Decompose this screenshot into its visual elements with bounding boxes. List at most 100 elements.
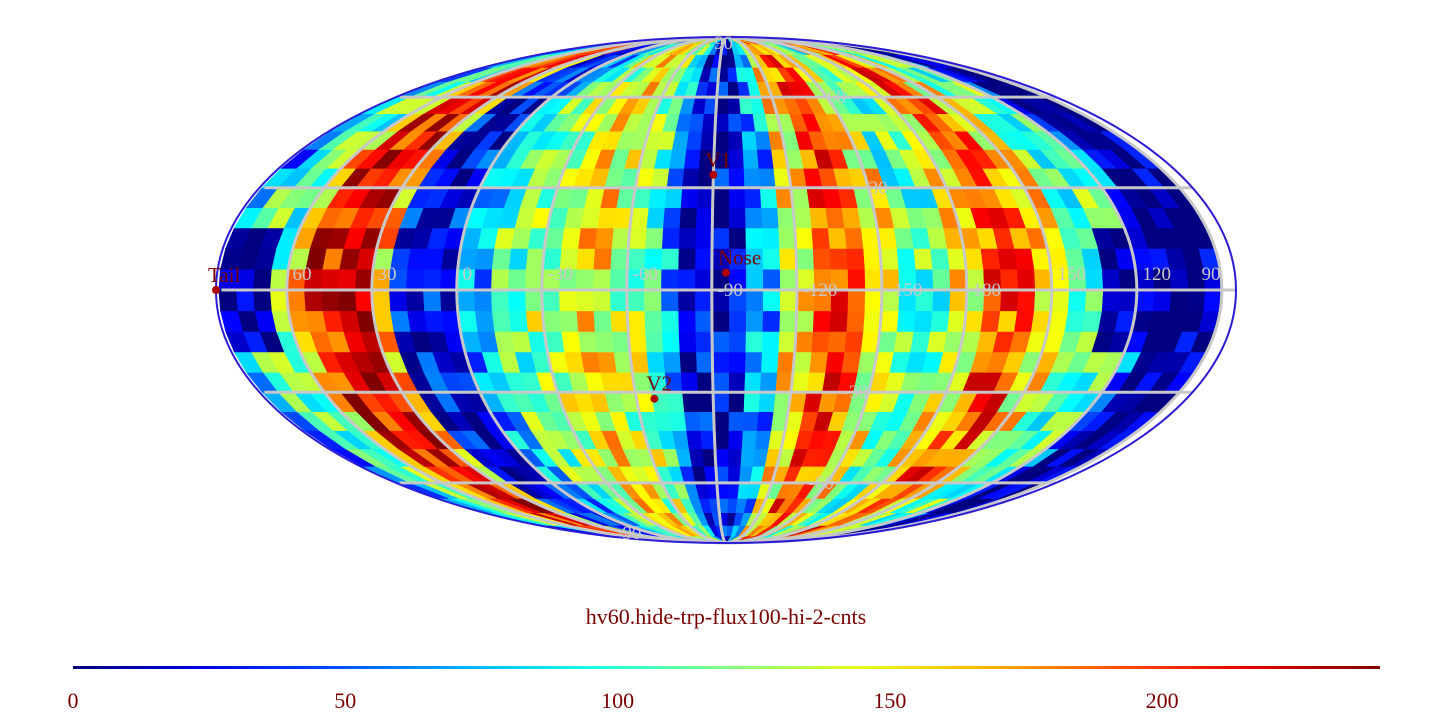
flux-cell xyxy=(439,289,459,312)
flux-cell xyxy=(829,248,848,270)
flux-cell xyxy=(575,310,595,332)
flux-cell xyxy=(524,289,543,312)
flux-cell xyxy=(643,310,663,332)
longitude-label: 180 xyxy=(973,280,1002,301)
flux-cell xyxy=(680,371,698,393)
flux-cell xyxy=(711,351,730,373)
flux-cell xyxy=(745,268,764,291)
flux-cell xyxy=(727,448,742,467)
colorbar-tick-label: 0 xyxy=(67,688,79,713)
flux-cell xyxy=(739,113,756,132)
flux-cell xyxy=(694,268,713,291)
flux-cell xyxy=(662,207,681,229)
flux-cell xyxy=(738,465,753,484)
flux-cell xyxy=(761,331,780,353)
flux-cell xyxy=(456,289,476,312)
flux-cell xyxy=(713,411,729,431)
flux-cell xyxy=(683,411,701,431)
flux-cell xyxy=(728,351,746,373)
flux-cell xyxy=(694,227,713,249)
flux-cell xyxy=(795,310,814,332)
flux-cell xyxy=(948,268,968,291)
flux-cell xyxy=(759,187,778,208)
flux-cell xyxy=(777,331,797,353)
flux-cell xyxy=(661,227,680,249)
flux-cell xyxy=(812,248,831,270)
flux-cell xyxy=(727,482,740,499)
flux-cell xyxy=(711,207,730,229)
flux-cell xyxy=(405,289,425,312)
flux-cell xyxy=(824,351,845,373)
flux-cell xyxy=(896,248,916,270)
flux-cell xyxy=(726,498,738,514)
flux-cell xyxy=(712,371,730,393)
flux-cell xyxy=(728,371,746,393)
flux-cell xyxy=(777,227,797,249)
flux-cell xyxy=(491,248,512,270)
flux-cell xyxy=(575,268,594,291)
flux-cell xyxy=(805,371,826,393)
flux-cell xyxy=(726,67,738,82)
flux-cell xyxy=(252,289,272,312)
flux-cell xyxy=(754,130,772,150)
flux-cell xyxy=(762,268,781,291)
latitude-label: 60 xyxy=(827,87,846,108)
flux-cell xyxy=(473,268,492,291)
longitude-label: -30 xyxy=(548,264,573,285)
flux-cell xyxy=(808,207,828,229)
flux-cell xyxy=(577,227,598,249)
flux-cell xyxy=(745,289,764,312)
flux-cell xyxy=(1084,268,1104,291)
flux-cell xyxy=(677,268,696,291)
flux-cell xyxy=(727,130,743,150)
flux-cell xyxy=(388,289,408,312)
flux-cell xyxy=(577,331,598,353)
longitude-label: 0 xyxy=(463,264,473,285)
flux-cell xyxy=(560,227,581,249)
flux-cell xyxy=(1101,289,1121,312)
flux-cell xyxy=(794,331,813,353)
colorbar xyxy=(73,666,1380,669)
flux-cell xyxy=(757,168,776,189)
flux-cell xyxy=(728,331,746,353)
flux-cell xyxy=(742,411,759,431)
markers: V1 Nose V2 Tail xyxy=(208,148,761,403)
flux-cell xyxy=(843,331,864,353)
flux-cell xyxy=(592,248,612,270)
flux-cell xyxy=(845,248,865,270)
flux-cell xyxy=(1013,310,1035,332)
colorbar-tick-label: 100 xyxy=(601,688,635,713)
flux-cell xyxy=(805,187,826,208)
flux-cell xyxy=(541,289,560,312)
flux-cell xyxy=(761,310,781,332)
flux-cell xyxy=(893,331,914,353)
flux-cell xyxy=(694,310,713,332)
flux-cell xyxy=(795,248,814,270)
latitude-label: -60 xyxy=(809,473,834,494)
flux-cell xyxy=(744,351,763,373)
flux-cell xyxy=(575,248,595,270)
flux-cell xyxy=(661,331,680,353)
flux-cell xyxy=(931,268,951,291)
longitude-label: -90 xyxy=(718,280,743,301)
flux-cell xyxy=(699,430,716,450)
longitude-label: 60 xyxy=(293,264,312,285)
flux-cell xyxy=(762,289,781,312)
flux-cell xyxy=(999,289,1019,312)
flux-cell xyxy=(681,168,700,189)
flux-cell xyxy=(996,310,1018,332)
flux-cell xyxy=(422,268,442,291)
flux-cell xyxy=(1013,248,1035,270)
flux-cell xyxy=(727,96,741,114)
flux-cell xyxy=(754,430,772,450)
colorbar-tick-label: 50 xyxy=(334,688,357,713)
flux-cell xyxy=(694,248,713,270)
flux-cell xyxy=(779,289,798,312)
flux-cell xyxy=(728,310,747,332)
flux-cell xyxy=(741,430,757,450)
flux-cell xyxy=(592,268,611,291)
flux-cell xyxy=(524,268,543,291)
flux-cell xyxy=(999,268,1019,291)
flux-cell xyxy=(979,310,1001,332)
flux-cell xyxy=(727,430,743,450)
